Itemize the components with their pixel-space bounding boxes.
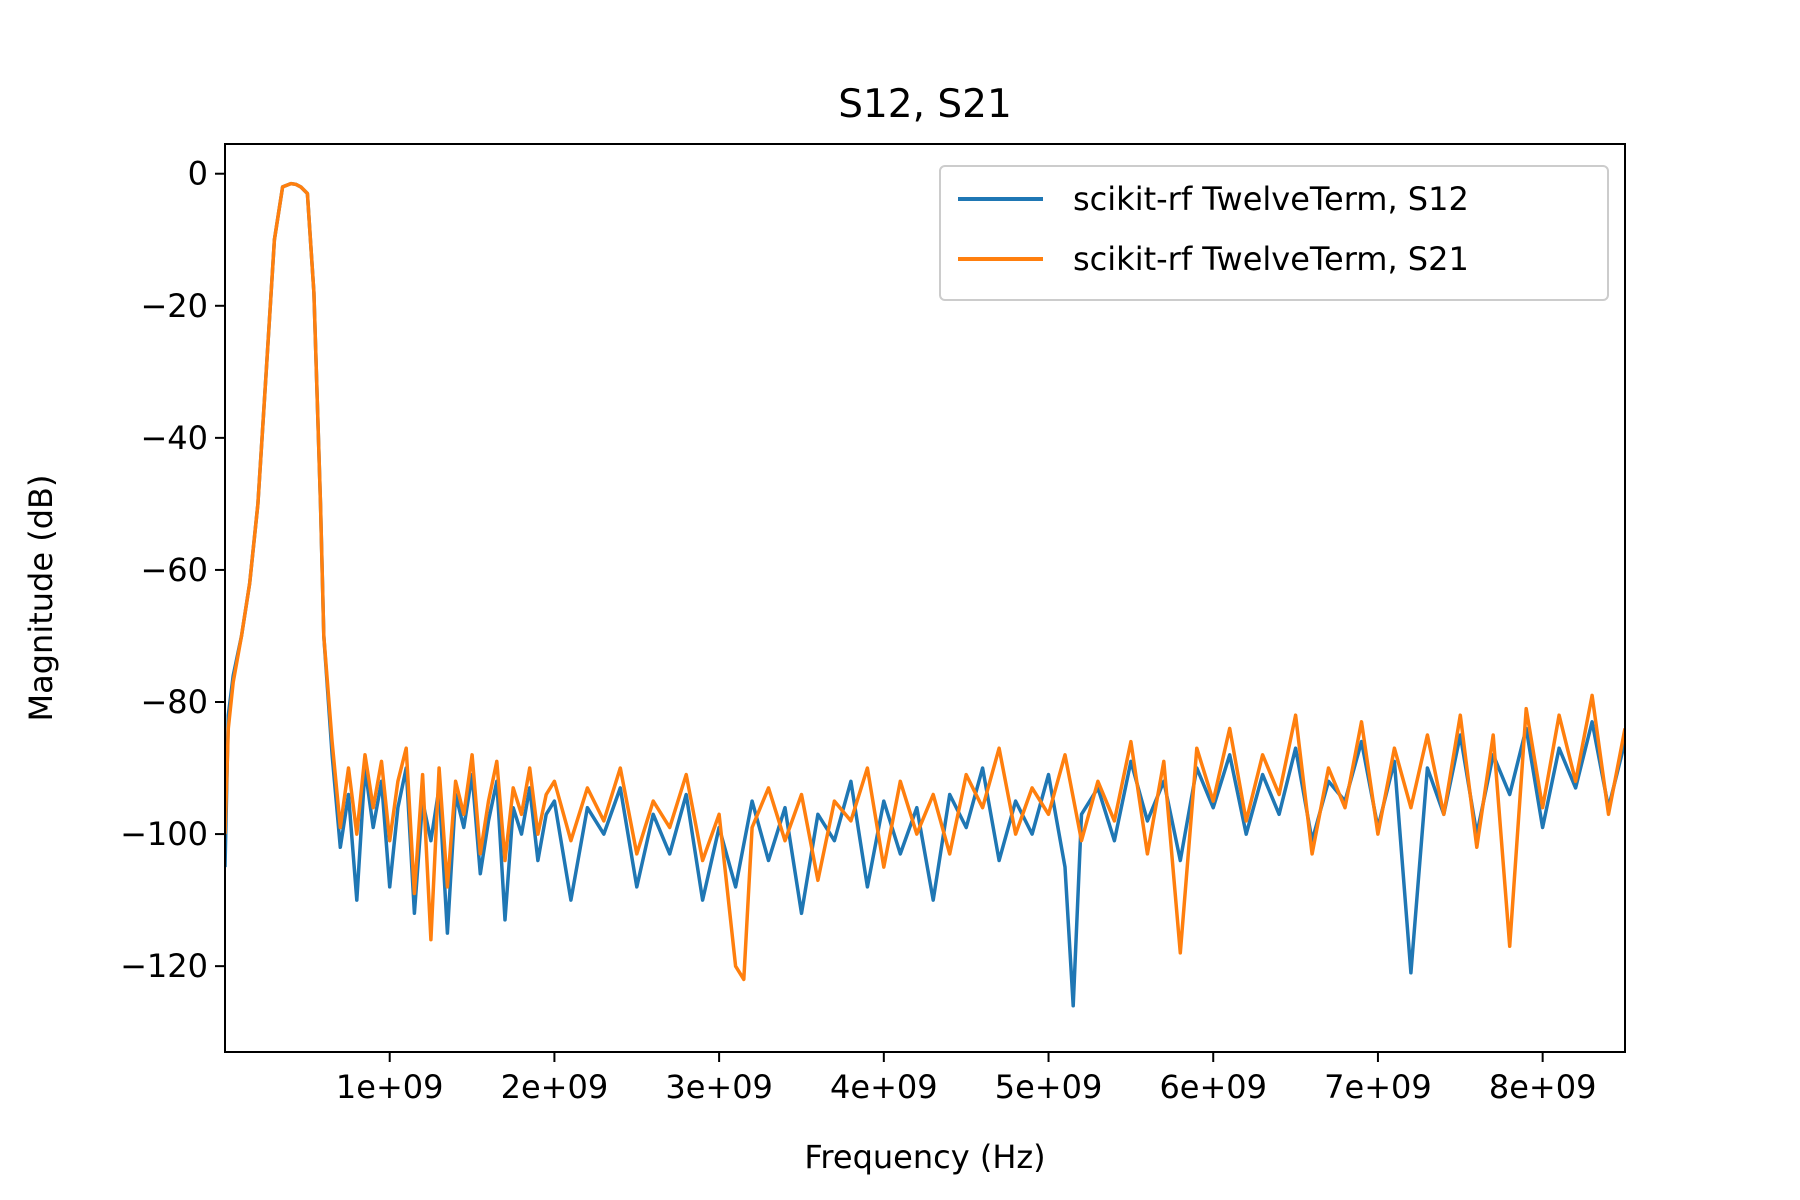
x-tick-label: 1e+09 (336, 1068, 444, 1106)
x-axis: 1e+09 2e+09 3e+09 4e+09 5e+09 6e+09 7e+09 8e+09 (336, 1052, 1597, 1106)
y-tick-label: 0 (188, 155, 208, 193)
y-tick-label: −20 (140, 287, 208, 325)
y-tick-label: −100 (120, 815, 208, 853)
y-axis-label: Magnitude (dB) (22, 475, 60, 722)
y-tick-label: −40 (140, 419, 208, 457)
legend-box (939, 165, 1609, 301)
x-tick-label: 6e+09 (1159, 1068, 1267, 1106)
y-tick-label: −60 (140, 551, 208, 589)
chart-title: S12, S21 (838, 82, 1012, 127)
x-tick-label: 5e+09 (995, 1068, 1103, 1106)
x-tick-label: 8e+09 (1489, 1068, 1597, 1106)
legend-label: scikit-rf TwelveTerm, S21 (1073, 240, 1469, 278)
y-axis: 0 −20 −40 −60 −80 −100 −120 (120, 155, 225, 985)
y-tick-label: −120 (120, 947, 208, 985)
series-layer (225, 181, 1625, 1008)
x-tick-label: 7e+09 (1324, 1068, 1432, 1106)
legend: scikit-rf TwelveTerm, S12 scikit-rf Twelv… (939, 165, 1609, 301)
x-tick-label: 3e+09 (665, 1068, 773, 1106)
plot-frame (224, 143, 1626, 1053)
x-axis-label: Frequency (Hz) (804, 1138, 1045, 1176)
x-tick-label: 4e+09 (830, 1068, 938, 1106)
x-tick-label: 2e+09 (501, 1068, 609, 1106)
legend-label: scikit-rf TwelveTerm, S12 (1073, 180, 1469, 218)
series-line-s21 (225, 181, 1625, 982)
y-tick-label: −80 (140, 683, 208, 721)
